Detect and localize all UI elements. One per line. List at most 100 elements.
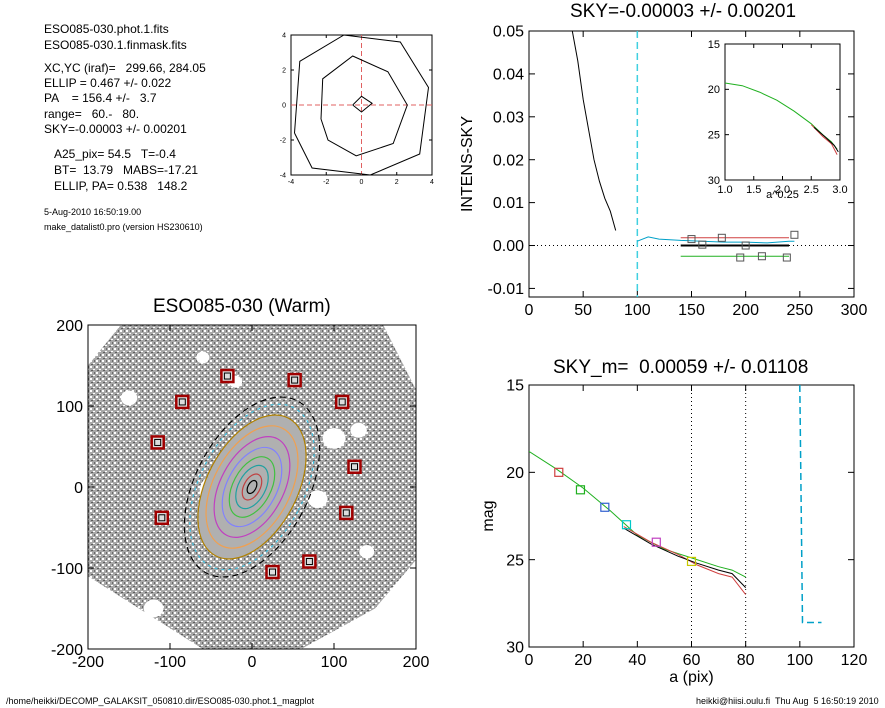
y-tick-label: 0 [74, 480, 83, 497]
x-tick-label: -2 [323, 179, 329, 186]
isophote-contour [235, 464, 269, 510]
y-axis-label: mag [480, 500, 497, 531]
mag-series-line [799, 385, 822, 624]
series-line [571, 31, 617, 231]
masked-region [196, 351, 210, 364]
date-stamp: 5-Aug-2010 16:50:19.00 [44, 207, 142, 217]
footer-path: /home/heikki/DECOMP_GALAKSIT_050810.dir/… [6, 696, 315, 706]
sky-box-inner [351, 463, 358, 471]
isophote-contour [246, 479, 258, 495]
y-tick-label: -2 [280, 137, 286, 144]
sky-data-area [529, 31, 854, 297]
sky-box [150, 435, 165, 450]
y-tick-label: 4 [282, 32, 286, 39]
sky-box-marker [782, 253, 791, 262]
sky-box-marker [757, 252, 766, 261]
mag-marker [621, 520, 632, 530]
sky-box [265, 564, 280, 580]
x-tick-label: 2.5 [804, 184, 819, 196]
sky-box [347, 459, 362, 474]
mag-marker [600, 502, 610, 512]
isophote-contour [241, 473, 263, 501]
y-tick-label: 0.05 [493, 24, 524, 41]
mag-marker [651, 537, 661, 547]
masked-region [359, 545, 375, 559]
y-tick-label: 30 [708, 175, 720, 187]
sky-box-inner [305, 558, 313, 566]
param-line: range= 60.- 80. [44, 107, 140, 121]
sky-box-marker [790, 230, 799, 239]
sky-box-inner [158, 514, 166, 522]
sky-box [154, 510, 170, 526]
y-tick-label: 0.00 [493, 238, 524, 255]
y-tick-label: 0.03 [493, 109, 524, 126]
masked-region [307, 490, 328, 509]
mag-marker [686, 556, 697, 567]
sky-box-inner [291, 376, 299, 384]
sky-box-inner [269, 568, 276, 576]
y-tick-label: 2 [282, 67, 286, 74]
y-tick-label: 100 [56, 399, 83, 416]
sky-box-inner [338, 398, 346, 406]
sky-box-marker [698, 240, 707, 249]
galaxy-image-plot: -200 -100 0 100 200 -200 -100 0 100 200 [51, 318, 429, 671]
x-tick-label: 120 [841, 652, 868, 669]
y-tick-label: -200 [51, 642, 83, 659]
file-name-1: ESO085-030.phot.1.fits [44, 22, 169, 36]
footer-user: heikki@hiisi.oulu.fi Thu Aug 5 16:50:19 … [696, 696, 879, 706]
x-tick-label: 80 [737, 652, 755, 669]
param-line: PA = 156.4 +/- 3.7 [44, 91, 157, 105]
x-tick-label: 4 [430, 179, 434, 186]
mag-series-line [623, 527, 747, 588]
y-tick-label: -0.01 [488, 281, 525, 298]
x-tick-label: 2.0 [775, 184, 790, 196]
x-tick-label: 3.0 [832, 184, 847, 196]
x-tick-label: 0 [248, 654, 257, 671]
y-tick-label: 20 [708, 84, 720, 96]
sky-box-marker [736, 253, 745, 262]
galaxy-image-title: ESO085-030 (Warm) [153, 296, 331, 317]
y-tick-label: 0.01 [493, 195, 524, 212]
file-name-2: ESO085-030.1.finmask.fits [44, 38, 187, 52]
masked-region [120, 390, 138, 406]
sky-inset-plot: 1.0 1.5 2.0 2.5 3.0 15 20 25 30 a^0.25 [708, 39, 848, 201]
x-tick-label: 200 [403, 654, 430, 671]
y-tick-label: 20 [506, 465, 524, 482]
x-tick-label: 2 [395, 179, 399, 186]
y-tick-label: 30 [506, 640, 524, 657]
masked-region [350, 422, 367, 438]
sky-box [339, 505, 354, 521]
y-tick-label: 0 [282, 102, 286, 109]
x-tick-label: 100 [786, 652, 813, 669]
sky-profile-plot: 0 50 100 150 200 250 300 -0.01 0.00 0.01 0.02 0.03 0… [459, 24, 867, 319]
mag-marker [554, 467, 564, 477]
sky-box-marker [741, 241, 750, 250]
sky-box-inner [223, 372, 231, 380]
contour-line [320, 55, 408, 157]
isophote-contour [228, 456, 276, 518]
sky-box-marker [717, 233, 726, 242]
x-tick-label: 250 [786, 302, 813, 319]
masked-region [143, 599, 164, 618]
sky-box [334, 394, 350, 410]
program-version: make_datalist0.pro (version HS230610) [44, 222, 203, 232]
x-tick-label: 20 [574, 652, 592, 669]
isophote-contour [183, 396, 321, 578]
mag-series-line [529, 450, 746, 578]
x-tick-label: 50 [574, 302, 592, 319]
sky-box [287, 372, 302, 388]
sky-box-inner [178, 398, 186, 406]
x-tick-label: 200 [732, 302, 759, 319]
sky-plot-title: SKY=-0.00003 +/- 0.00201 [570, 1, 797, 22]
y-tick-label: 200 [56, 318, 83, 335]
isophote-contour [197, 414, 307, 560]
y-tick-label: -4 [280, 172, 286, 179]
x-axis-label: a^0.25 [766, 189, 799, 201]
param-line: ELLIP, PA= 0.538 148.2 [54, 179, 188, 193]
x-tick-label: 0 [525, 652, 534, 669]
sky-box-inner [342, 509, 350, 517]
mag-series-line [623, 526, 747, 595]
contour-line [294, 34, 430, 176]
x-tick-label: 100 [321, 654, 348, 671]
isophote-contour [189, 403, 315, 571]
